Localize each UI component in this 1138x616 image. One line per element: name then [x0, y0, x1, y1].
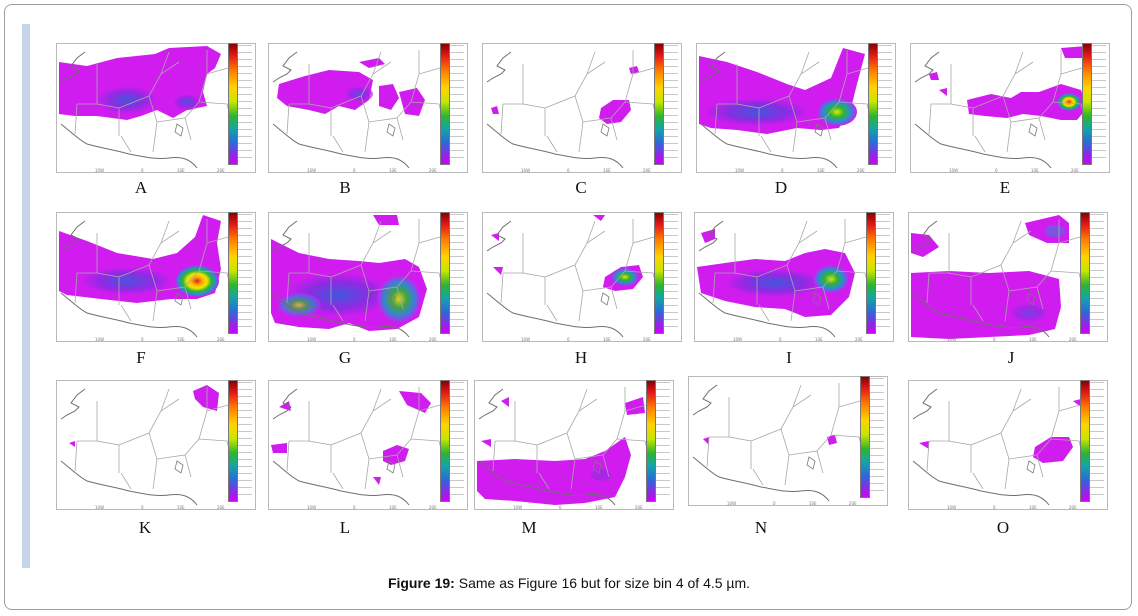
panel-label-i: I: [786, 348, 792, 367]
panel-label-e: E: [999, 178, 1011, 197]
colorbar: [1080, 212, 1090, 334]
panel-label-a: A: [134, 178, 148, 197]
map-j: [908, 212, 1108, 342]
panel-label-n: N: [754, 518, 768, 537]
colorbar-ticks: [870, 378, 884, 496]
colorbar-ticks: [238, 382, 252, 500]
colorbar-ticks: [1090, 214, 1104, 332]
map-i: [694, 212, 894, 342]
map-o: [908, 380, 1108, 510]
colorbar: [440, 380, 450, 502]
colorbar: [1082, 43, 1092, 165]
colorbar-ticks: [238, 214, 252, 332]
map-e: [910, 43, 1110, 173]
panel-label-k: K: [138, 518, 152, 537]
caption-text: Same as Figure 16 but for size bin 4 of …: [454, 575, 751, 591]
colorbar: [860, 376, 870, 498]
panel-label-b: B: [339, 178, 351, 197]
colorbar-ticks: [238, 45, 252, 163]
colorbar-ticks: [876, 214, 890, 332]
colorbar: [1080, 380, 1090, 502]
colorbar: [866, 212, 876, 334]
colorbar: [868, 43, 878, 165]
panel-label-g: G: [338, 348, 352, 367]
colorbar-ticks: [656, 382, 670, 500]
map-f: [56, 212, 256, 342]
panel-label-d: D: [774, 178, 788, 197]
colorbar-ticks: [1090, 382, 1104, 500]
panel-label-f: F: [136, 348, 146, 367]
figure-frame: [4, 4, 1132, 610]
map-a: [56, 43, 256, 173]
colorbar: [228, 212, 238, 334]
colorbar-ticks: [450, 382, 464, 500]
colorbar: [228, 43, 238, 165]
panel-label-o: O: [996, 518, 1010, 537]
colorbar-ticks: [450, 45, 464, 163]
colorbar: [646, 380, 656, 502]
colorbar-ticks: [664, 214, 678, 332]
colorbar: [654, 43, 664, 165]
map-d: [696, 43, 896, 173]
colorbar: [654, 212, 664, 334]
panel-label-m: M: [521, 518, 537, 537]
panel-label-h: H: [574, 348, 588, 367]
colorbar-ticks: [878, 45, 892, 163]
caption-label: Figure 19:: [387, 575, 455, 591]
colorbar-ticks: [450, 214, 464, 332]
colorbar: [440, 43, 450, 165]
map-b: [268, 43, 468, 173]
panel-label-l: L: [339, 518, 351, 537]
figure-accent-bar: [22, 24, 30, 568]
map-g: [268, 212, 468, 342]
colorbar: [440, 212, 450, 334]
colorbar-ticks: [1092, 45, 1106, 163]
map-k: [56, 380, 256, 510]
colorbar-ticks: [664, 45, 678, 163]
map-n: [688, 376, 888, 506]
map-l: [268, 380, 468, 510]
panel-label-c: C: [575, 178, 587, 197]
map-h: [482, 212, 682, 342]
map-m: [474, 380, 674, 510]
figure-caption: Figure 19: Same as Figure 16 but for siz…: [0, 575, 1138, 591]
colorbar: [228, 380, 238, 502]
map-c: [482, 43, 682, 173]
panel-label-j: J: [1007, 348, 1015, 367]
